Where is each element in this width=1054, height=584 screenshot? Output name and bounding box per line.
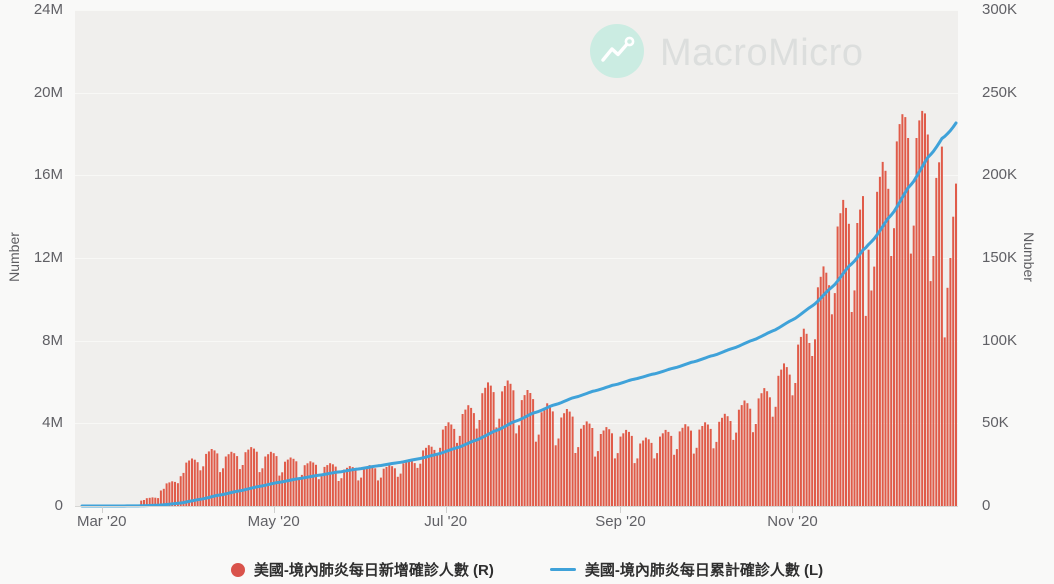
right-axis-tick-label: 300K — [982, 1, 1018, 18]
right-axis-tick-label: 150K — [982, 249, 1018, 266]
x-axis-tick-label: Sep '20 — [595, 513, 646, 530]
right-axis-tick-label: 200K — [982, 166, 1018, 184]
x-axis-ticks — [102, 507, 793, 513]
right-axis-title: Number — [1020, 232, 1037, 282]
legend-item-daily-new-cases[interactable]: 美國-境內肺炎每日新增確診人數 (R) — [230, 559, 494, 580]
left-axis-tick-label: 24M — [33, 1, 63, 18]
x-axis-tick-label: Nov '20 — [767, 513, 818, 530]
chart-legend: 美國-境內肺炎每日新增確診人數 (R) 美國-境內肺炎每日累計確診人數 (L) — [0, 559, 1054, 580]
left-axis-tick-label: 8M — [42, 331, 63, 349]
left-axis-tick-label: 20M — [33, 83, 63, 101]
left-axis-tick-label: 4M — [42, 414, 63, 432]
legend-label-cumulative-cases: 美國-境內肺炎每日累計確診人數 (L) — [584, 562, 824, 579]
legend-item-cumulative-cases[interactable]: 美國-境內肺炎每日累計確診人數 (L) — [549, 559, 824, 580]
left-axis-tick-label: 12M — [33, 249, 63, 266]
left-axis-tick-label: 0 — [54, 497, 63, 514]
x-axis-tick-label: Mar '20 — [76, 513, 127, 530]
x-axis-tick-label: May '20 — [247, 513, 300, 530]
legend-label-daily-new-cases: 美國-境內肺炎每日新增確診人數 (R) — [253, 562, 494, 579]
right-axis-tick-label: 100K — [982, 331, 1018, 349]
x-axis-tick-label: Jul '20 — [424, 513, 468, 530]
left-axis-tick-label: 16M — [33, 166, 63, 184]
blue-line-marker-icon — [549, 568, 576, 571]
right-axis-tick-label: 0 — [982, 497, 991, 514]
left-axis-title: Number — [5, 232, 22, 282]
right-axis-tick-label: 50K — [982, 414, 1009, 432]
right-axis-tick-label: 250K — [982, 83, 1018, 101]
red-dot-marker-icon — [230, 562, 245, 577]
bar-series-daily-new-cases — [120, 110, 957, 507]
line-series-cumulative-cases — [80, 121, 958, 508]
